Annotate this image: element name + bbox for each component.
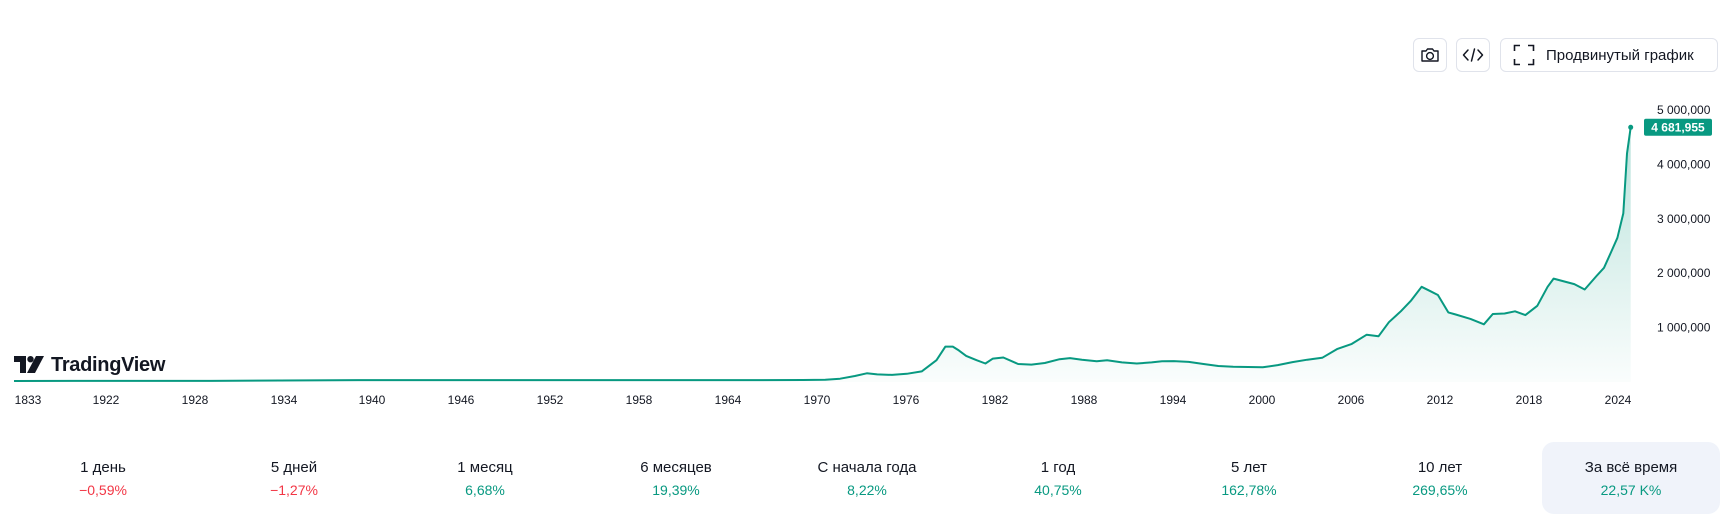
period-all-time[interactable]: За всё время 22,57 K% xyxy=(1542,442,1720,514)
x-tick-label: 2024 xyxy=(1605,393,1632,407)
advanced-chart-label: Продвинутый график xyxy=(1546,46,1694,64)
period-label: 5 лет xyxy=(1231,458,1267,476)
x-tick-label: 2012 xyxy=(1427,393,1454,407)
x-tick-label: 1940 xyxy=(359,393,386,407)
period-label: 1 год xyxy=(1040,458,1076,476)
x-tick-label: 1976 xyxy=(893,393,920,407)
x-tick-label: 1928 xyxy=(182,393,209,407)
period-label: 5 дней xyxy=(270,458,318,476)
period-change: −1,27% xyxy=(270,481,318,498)
period-performance-tabs: 1 день −0,59% 5 дней −1,27% 1 месяц 6,68… xyxy=(14,442,1722,514)
period-5y[interactable]: 5 лет 162,78% xyxy=(1160,442,1338,514)
x-tick-label: 1922 xyxy=(93,393,120,407)
period-change: −0,59% xyxy=(79,481,127,498)
x-tick-label: 1946 xyxy=(448,393,475,407)
camera-icon xyxy=(1421,48,1439,62)
x-tick-label: 1988 xyxy=(1071,393,1098,407)
period-ytd[interactable]: С начала года 8,22% xyxy=(778,442,956,514)
price-chart[interactable]: 5 000,000 4 000,000 3 000,000 2 000,000 1 00… xyxy=(0,0,1732,420)
period-label: 1 день xyxy=(80,458,126,476)
period-10y[interactable]: 10 лет 269,65% xyxy=(1351,442,1529,514)
advanced-chart-button[interactable]: Продвинутый график xyxy=(1500,38,1718,72)
period-change: 8,22% xyxy=(847,481,887,498)
x-tick-label: 2018 xyxy=(1516,393,1543,407)
x-tick-label: 1982 xyxy=(982,393,1009,407)
period-label: 6 месяцев xyxy=(640,458,712,476)
y-tick-label: 3 000,000 xyxy=(1657,212,1711,226)
period-change: 40,75% xyxy=(1034,481,1082,498)
x-tick-label: 1994 xyxy=(1160,393,1187,407)
x-tick-label: 1958 xyxy=(626,393,653,407)
period-6m[interactable]: 6 месяцев 19,39% xyxy=(587,442,765,514)
period-change: 6,68% xyxy=(465,481,505,498)
period-1d[interactable]: 1 день −0,59% xyxy=(14,442,192,514)
period-label: 10 лет xyxy=(1417,458,1463,476)
x-tick-label: 1964 xyxy=(715,393,742,407)
x-tick-label: 2006 xyxy=(1338,393,1365,407)
code-icon xyxy=(1462,48,1484,62)
tradingview-logo[interactable]: TradingView xyxy=(14,353,165,377)
price-line xyxy=(13,127,1632,382)
x-tick-label: 1970 xyxy=(804,393,831,407)
period-1m[interactable]: 1 месяц 6,68% xyxy=(396,442,574,514)
last-price-badge xyxy=(1644,118,1712,136)
price-chart-svg[interactable]: 5 000,000 4 000,000 3 000,000 2 000,000 1 00… xyxy=(0,0,1732,420)
period-change: 269,65% xyxy=(1412,481,1468,498)
price-area-fill xyxy=(14,127,1631,382)
period-label: 1 месяц xyxy=(457,458,513,476)
x-tick-label: 1934 xyxy=(271,393,298,407)
tradingview-logo-icon xyxy=(14,356,44,373)
x-tick-label: 2000 xyxy=(1249,393,1276,407)
y-tick-label: 1 000,000 xyxy=(1657,321,1711,335)
period-1y[interactable]: 1 год 40,75% xyxy=(969,442,1147,514)
period-label: За всё время xyxy=(1584,458,1678,476)
chart-toolbar: Продвинутый график xyxy=(0,38,1732,74)
period-label: С начала года xyxy=(817,458,917,476)
embed-code-button[interactable] xyxy=(1456,38,1490,72)
x-tick-label: 1833 xyxy=(15,393,42,407)
last-price-label: 4 681,955 xyxy=(1651,120,1705,134)
period-change: 22,57 K% xyxy=(1600,481,1662,498)
period-change: 162,78% xyxy=(1221,481,1277,498)
last-price-point xyxy=(1628,124,1634,130)
y-tick-label: 2 000,000 xyxy=(1657,266,1711,280)
period-5d[interactable]: 5 дней −1,27% xyxy=(205,442,383,514)
y-tick-label: 5 000,000 xyxy=(1657,103,1711,117)
x-tick-label: 1952 xyxy=(537,393,564,407)
tradingview-wordmark: TradingView xyxy=(51,353,166,376)
snapshot-button[interactable] xyxy=(1413,38,1447,72)
period-change: 19,39% xyxy=(652,481,700,498)
fullscreen-icon xyxy=(1513,44,1535,66)
y-tick-label: 4 000,000 xyxy=(1657,157,1711,171)
